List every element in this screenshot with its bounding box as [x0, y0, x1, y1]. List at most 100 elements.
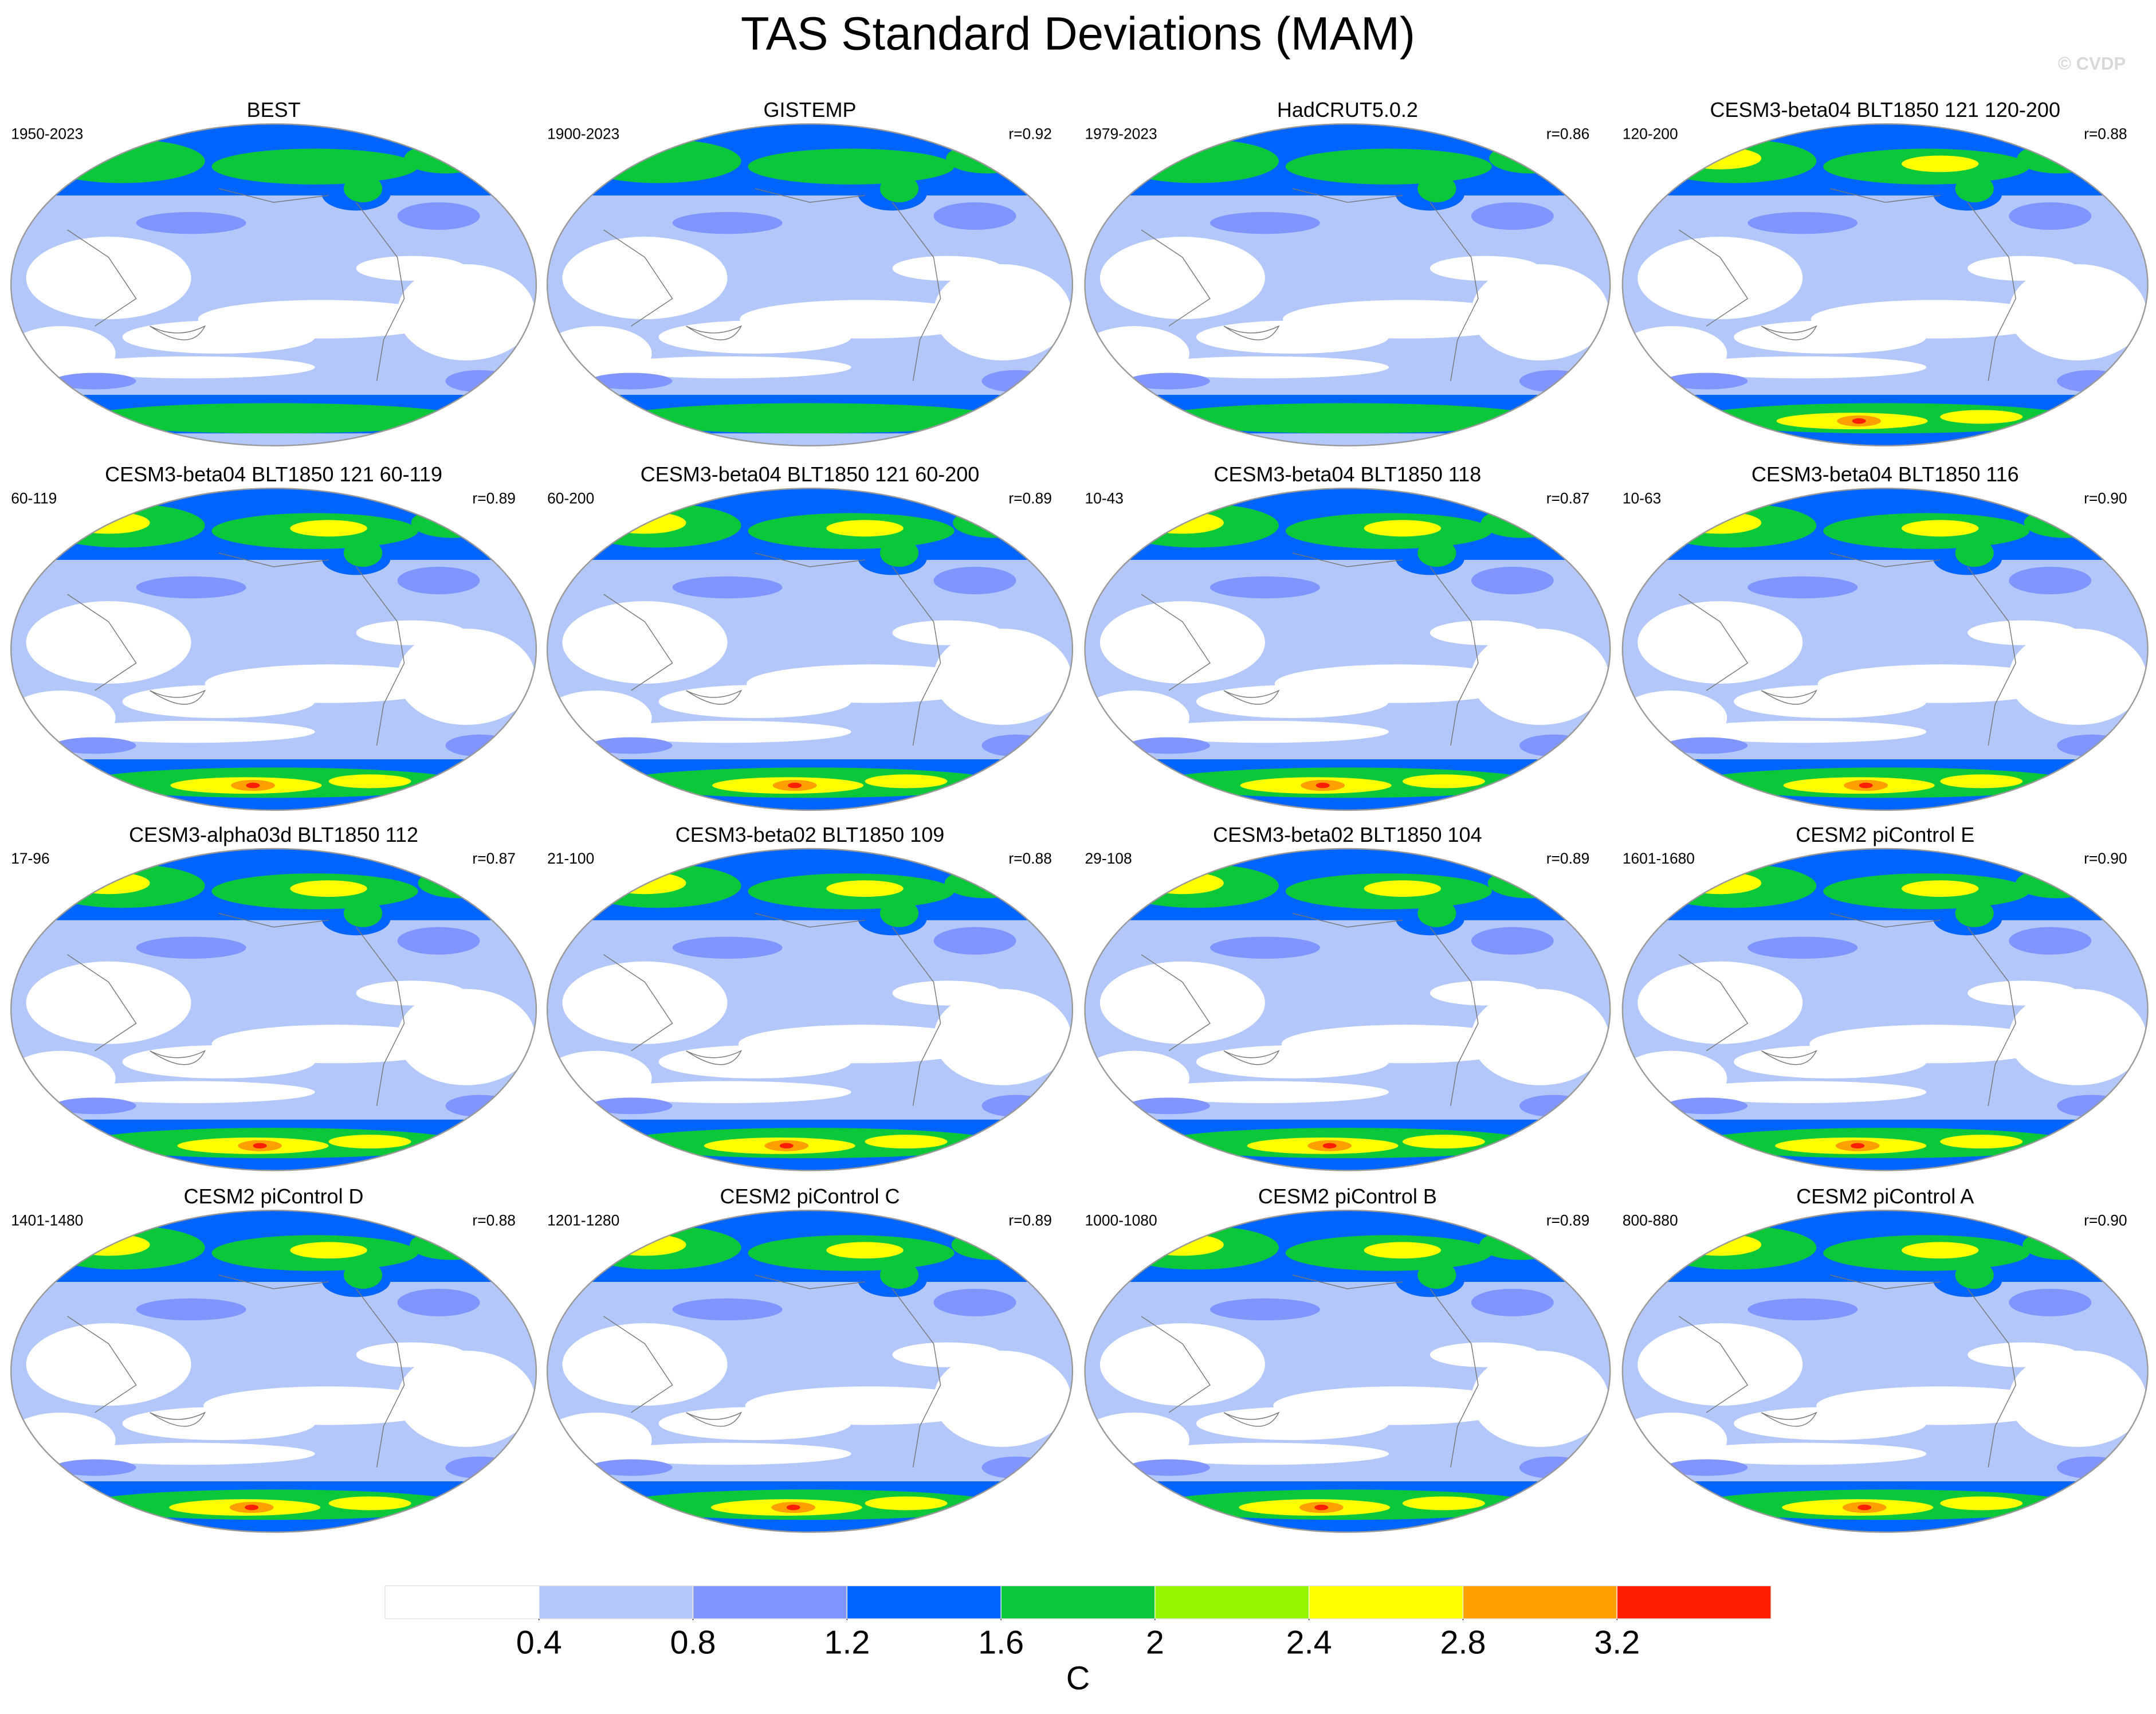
field-region [603, 1081, 851, 1103]
panel-title: CESM3-alpha03d BLT1850 112 [129, 823, 418, 846]
field-region [1940, 1135, 2023, 1149]
field-region [2009, 629, 2147, 725]
map-outline [1084, 848, 1611, 1171]
field-region [1127, 372, 1210, 390]
colorbar-box [1616, 1585, 1772, 1619]
field-region [1480, 507, 1564, 538]
field-region [1402, 1496, 1485, 1511]
map-outline [10, 123, 537, 447]
field-region [88, 509, 116, 520]
panel: CESM3-beta04 BLT1850 116 10-63 r=0.90 [1621, 462, 2149, 811]
field-region [590, 372, 673, 390]
colorbar-box [384, 1585, 540, 1619]
field-region [672, 211, 783, 234]
field-region [1314, 1504, 1329, 1511]
panel-title: BEST [247, 98, 301, 121]
panel-title: CESM3-beta04 BLT1850 116 [1751, 462, 2019, 486]
coastline [1430, 1288, 1479, 1468]
coastline [892, 927, 941, 1106]
panel-title: HadCRUT5.0.2 [1277, 98, 1418, 121]
panel-correlation: r=0.86 [1546, 125, 1590, 142]
colorbar-tick-label: 2.4 [1286, 1625, 1332, 1661]
field-region [944, 868, 1027, 899]
field-region [1154, 403, 1540, 434]
field-region [892, 980, 1003, 1006]
coastline [1292, 188, 1403, 203]
field-region [356, 980, 466, 1006]
panel-title: CESM3-beta04 BLT1850 118 [1214, 462, 1481, 486]
coastline [686, 1050, 743, 1065]
panel-period: 1950-2023 [11, 125, 83, 142]
map-outline [1621, 848, 2149, 1171]
field-region [933, 989, 1071, 1085]
field-region [865, 1135, 948, 1149]
field-region [1665, 737, 1748, 754]
field-region [788, 782, 802, 789]
field-region [1161, 1231, 1189, 1242]
field-region [603, 720, 851, 743]
coastline [150, 689, 206, 705]
field-region [562, 961, 728, 1044]
field-region [590, 737, 673, 754]
colorbar-tick-label: 2.8 [1440, 1625, 1486, 1661]
colorbar-box [1154, 1585, 1310, 1619]
panel-period: 60-119 [11, 489, 57, 507]
coastline [1430, 566, 1479, 746]
field-region [1637, 961, 1803, 1044]
coastline [355, 927, 405, 1106]
map-outline [10, 488, 537, 811]
field-region [1734, 1045, 1927, 1078]
colorbar-tick-label: 1.6 [978, 1625, 1024, 1661]
map [1621, 123, 2149, 447]
field-region [1141, 1442, 1389, 1465]
panel: CESM3-beta02 BLT1850 109 21-100 r=0.88 [546, 823, 1074, 1171]
field-region [2047, 872, 2081, 886]
field-region [981, 1456, 1051, 1479]
field-region [658, 1045, 851, 1078]
field-region [1161, 869, 1189, 881]
coastline [755, 188, 865, 203]
field-region [1637, 601, 1803, 684]
map [1084, 488, 1611, 811]
panel-correlation: r=0.89 [1546, 850, 1590, 867]
field-region [672, 936, 783, 959]
field-region [40, 139, 205, 183]
field-region [122, 1407, 315, 1440]
panel-period: 1000-1080 [1085, 1211, 1157, 1229]
field-region [122, 1045, 315, 1078]
field-region [1141, 512, 1224, 534]
field-region [590, 1097, 673, 1115]
field-region [67, 512, 150, 534]
field-region [933, 1288, 1016, 1316]
field-region [1968, 256, 2078, 281]
field-region [933, 264, 1071, 361]
field-region [2009, 567, 2092, 595]
field-region [2009, 927, 2092, 955]
panel-correlation: r=0.87 [472, 850, 516, 867]
field-region [441, 1233, 474, 1248]
coastline [355, 1288, 405, 1468]
field-region [26, 1323, 191, 1406]
field-region [2009, 989, 2147, 1085]
field-region [246, 782, 260, 789]
field-region [603, 1442, 851, 1465]
field-region [445, 1456, 515, 1479]
field-region [1859, 782, 1873, 789]
coastline [1292, 1274, 1403, 1289]
map [10, 848, 537, 1171]
panel-correlation: r=0.88 [472, 1211, 516, 1229]
field-region [397, 927, 480, 955]
field-region [1479, 1229, 1562, 1260]
field-region [343, 1261, 383, 1289]
panel-title: CESM3-beta02 BLT1850 109 [676, 823, 944, 846]
field-region [1519, 734, 1588, 757]
field-region [1852, 418, 1866, 424]
field-region [865, 774, 948, 789]
field-region [1364, 1242, 1442, 1259]
field-region [290, 880, 367, 897]
field-region [442, 512, 476, 526]
field-region [1747, 576, 1858, 599]
coastline [67, 594, 137, 691]
coastline [1292, 913, 1403, 928]
coastline [755, 913, 865, 928]
